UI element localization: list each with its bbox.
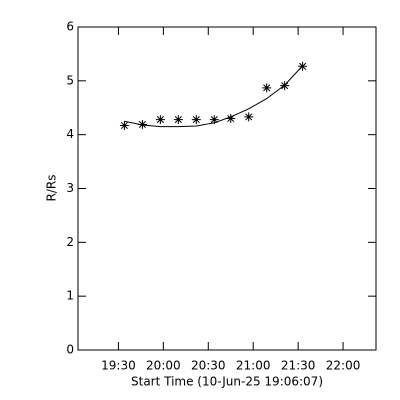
x-tick-label: 21:00 [236,359,271,373]
x-tick-label: 22:00 [326,359,361,373]
asterisk-marker [244,112,254,122]
x-tick-label: 21:30 [281,359,316,373]
y-tick-label: 6 [66,20,74,34]
y-tick-label: 0 [66,343,74,357]
asterisk-marker [155,115,165,125]
y-tick-label: 1 [66,289,74,303]
asterisk-marker [209,115,219,125]
plot-frame [77,26,377,351]
y-tick-label: 4 [66,127,74,141]
asterisk-marker [262,83,272,93]
asterisk-marker [226,114,236,124]
asterisk-marker [119,121,129,131]
y-tick-label: 5 [66,73,74,87]
x-tick-label: 19:30 [101,359,136,373]
y-tick-label: 3 [66,181,74,195]
y-tick-label: 2 [66,235,74,249]
asterisk-marker [191,115,201,125]
fit-line [124,65,303,128]
asterisk-marker [173,115,183,125]
asterisk-marker [137,119,147,129]
x-tick-label: 20:30 [191,359,226,373]
y-axis-label: R/Rs [45,175,59,202]
x-tick-label: 20:00 [146,359,181,373]
x-axis-label: Start Time (10-Jun-25 19:06:07) [131,375,323,389]
